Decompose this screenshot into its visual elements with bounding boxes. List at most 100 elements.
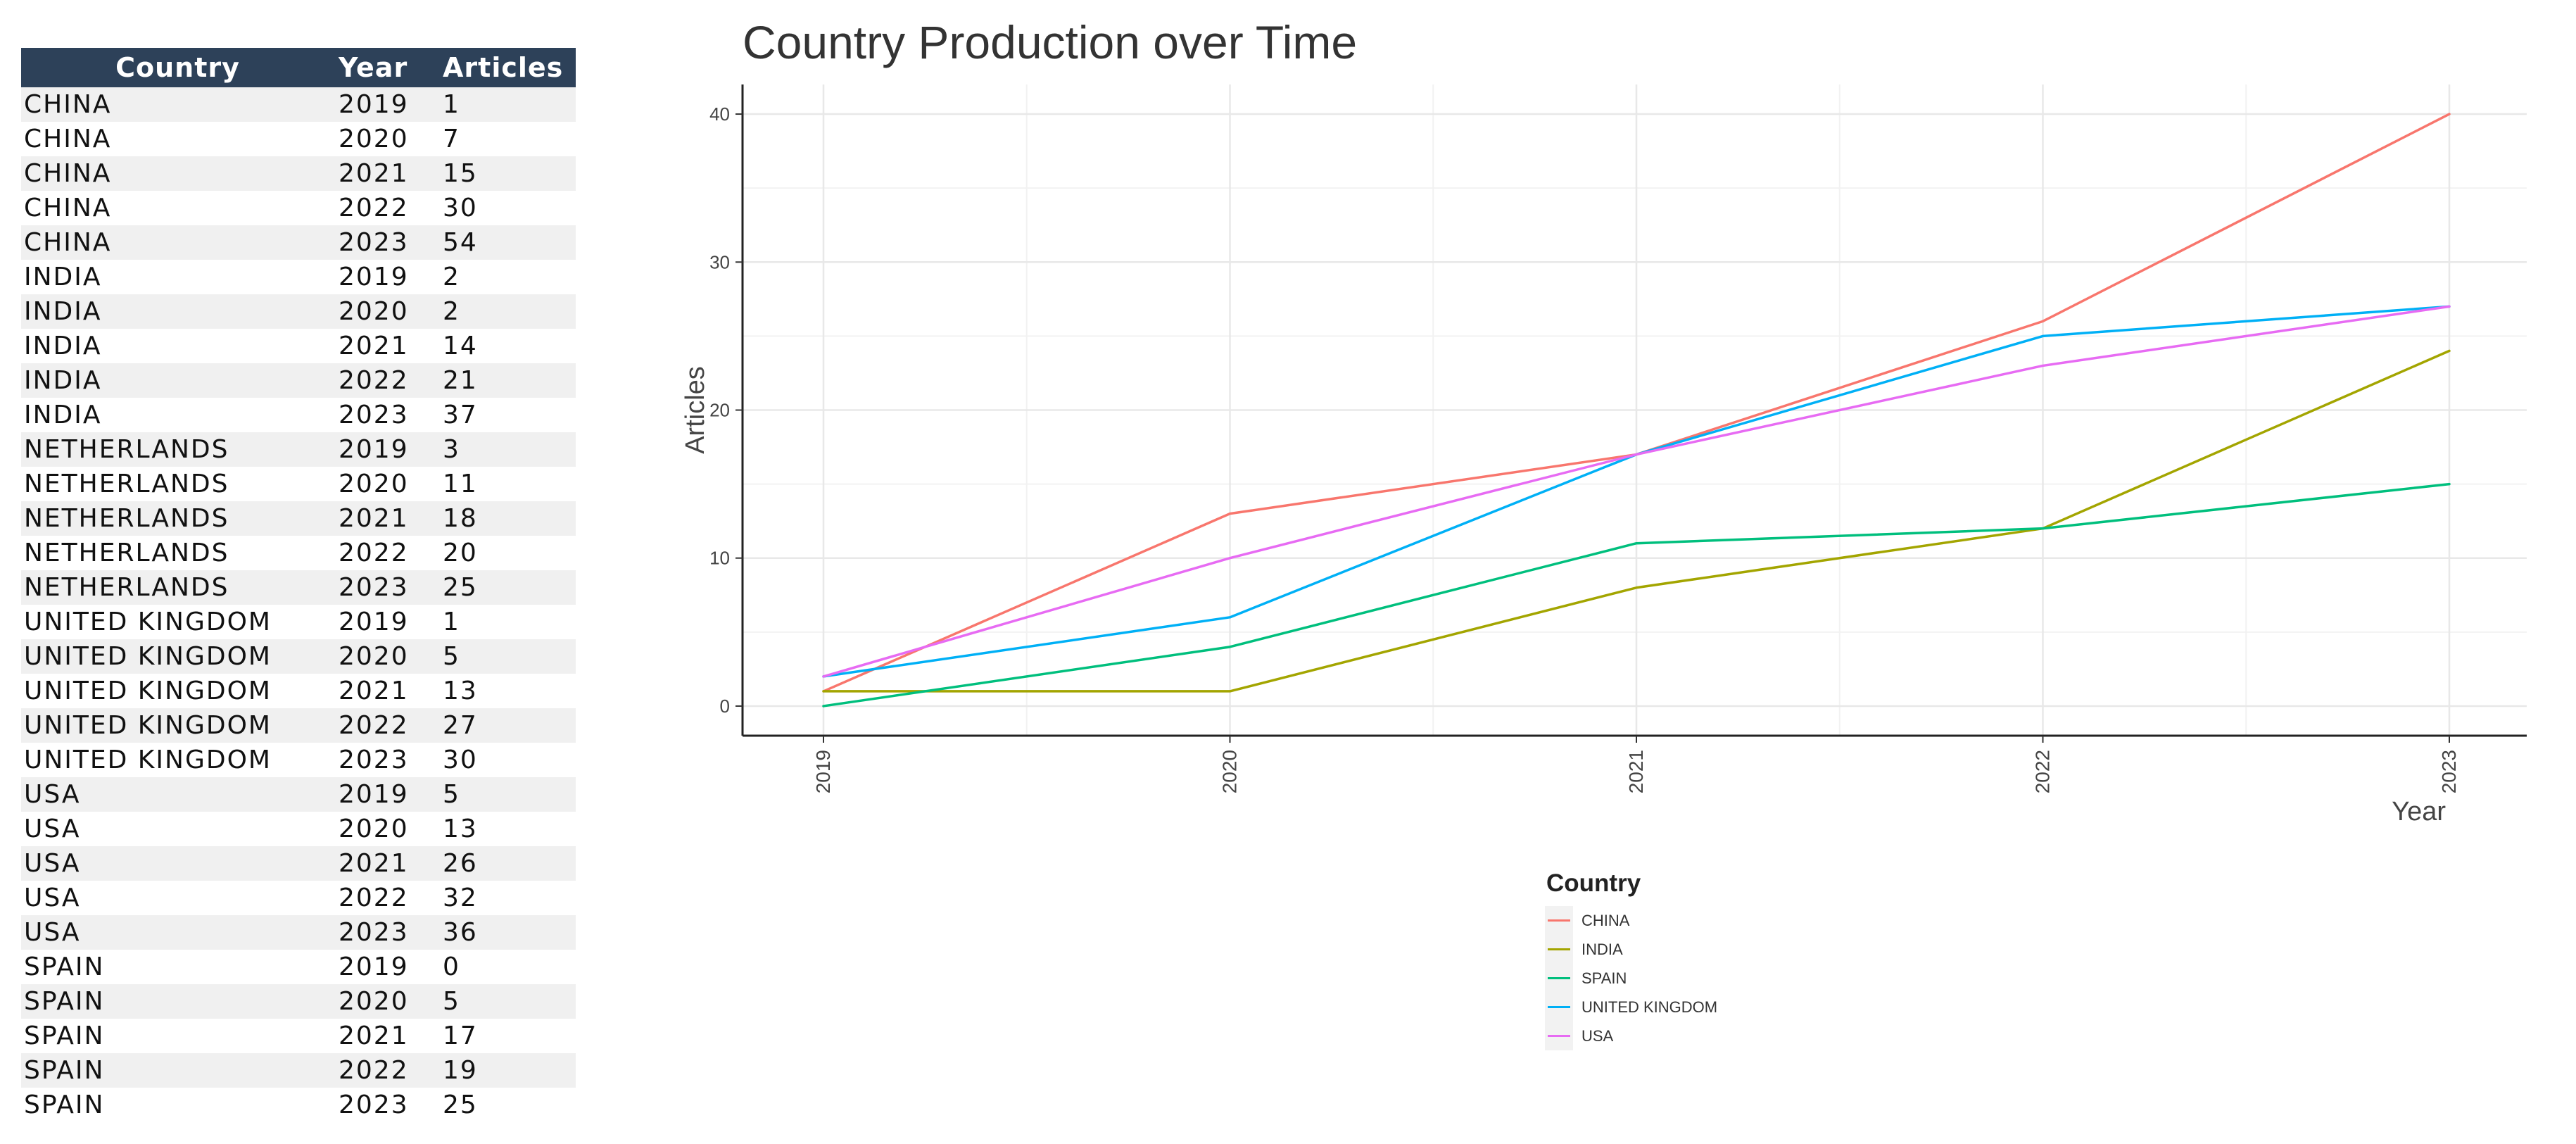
y-tick-label: 20 — [709, 400, 730, 421]
table-row: USA 2023 36 — [21, 915, 576, 950]
y-tick-label: 40 — [709, 103, 730, 125]
cell-year: 2019 — [334, 950, 438, 984]
cell-country: USA — [21, 812, 334, 846]
cell-year: 2019 — [334, 432, 438, 467]
series-line-usa — [822, 305, 2451, 678]
cell-country: SPAIN — [21, 1019, 334, 1053]
x-tick-label: 2023 — [2438, 750, 2460, 793]
cell-year: 2023 — [334, 398, 438, 432]
table-row: INDIA 2022 21 — [21, 363, 576, 398]
legend-item: INDIA — [1545, 935, 1717, 964]
column-header-country: Country — [21, 48, 334, 87]
cell-year: 2023 — [334, 225, 438, 260]
cell-articles: 2 — [438, 260, 576, 294]
legend-key — [1545, 906, 1573, 935]
y-tick-label: 10 — [709, 548, 730, 569]
cell-articles: 25 — [438, 570, 576, 605]
cell-year: 2022 — [334, 363, 438, 398]
legend-line-swatch — [1548, 948, 1570, 950]
cell-articles: 18 — [438, 501, 576, 536]
cell-country: CHINA — [21, 122, 334, 156]
cell-articles: 11 — [438, 467, 576, 501]
table-row: CHINA 2020 7 — [21, 122, 576, 156]
cell-year: 2020 — [334, 122, 438, 156]
cell-year: 2020 — [334, 467, 438, 501]
table-row: CHINA 2022 30 — [21, 191, 576, 225]
x-tick-label: 2019 — [812, 750, 834, 793]
legend-key — [1545, 935, 1573, 964]
cell-year: 2023 — [334, 743, 438, 777]
cell-country: UNITED KINGDOM — [21, 605, 334, 639]
cell-articles: 14 — [438, 329, 576, 363]
cell-country: INDIA — [21, 260, 334, 294]
cell-articles: 0 — [438, 950, 576, 984]
legend-item: SPAIN — [1545, 964, 1717, 993]
legend-label: CHINA — [1581, 911, 1630, 929]
series-line-spain — [822, 482, 2451, 708]
cell-year: 2021 — [334, 1019, 438, 1053]
table-row: SPAIN 2020 5 — [21, 984, 576, 1019]
legend-line-swatch — [1548, 1006, 1570, 1008]
cell-year: 2019 — [334, 87, 438, 122]
table-body: CHINA 2019 1 CHINA 2020 7 CHINA 2021 15 CHINA 2022… — [21, 87, 576, 1122]
column-header-year: Year — [334, 48, 438, 87]
x-tick-label: 2021 — [1625, 750, 1647, 793]
table-row: SPAIN 2022 19 — [21, 1053, 576, 1088]
cell-year: 2022 — [334, 191, 438, 225]
cell-country: UNITED KINGDOM — [21, 639, 334, 674]
cell-year: 2023 — [334, 570, 438, 605]
cell-year: 2021 — [334, 329, 438, 363]
legend-line-swatch — [1548, 1035, 1570, 1037]
table-row: SPAIN 2019 0 — [21, 950, 576, 984]
table-row: USA 2019 5 — [21, 777, 576, 812]
table-row: UNITED KINGDOM 2021 13 — [21, 674, 576, 708]
legend-item: CHINA — [1545, 906, 1717, 935]
table-row: UNITED KINGDOM 2019 1 — [21, 605, 576, 639]
cell-country: CHINA — [21, 191, 334, 225]
table-row: UNITED KINGDOM 2020 5 — [21, 639, 576, 674]
table-row: NETHERLANDS 2019 3 — [21, 432, 576, 467]
y-tick-label: 0 — [720, 696, 730, 717]
table-row: CHINA 2023 54 — [21, 225, 576, 260]
data-table: Country Year Articles CHINA 2019 1 CHINA 202… — [21, 48, 576, 1122]
cell-articles: 27 — [438, 708, 576, 743]
cell-country: NETHERLANDS — [21, 467, 334, 501]
legend-key — [1545, 1022, 1573, 1050]
cell-articles: 5 — [438, 777, 576, 812]
legend-label: UNITED KINGDOM — [1581, 998, 1718, 1016]
cell-articles: 17 — [438, 1019, 576, 1053]
x-tick-label: 2020 — [1219, 750, 1241, 793]
table-row: CHINA 2019 1 — [21, 87, 576, 122]
cell-country: USA — [21, 881, 334, 915]
table-row: UNITED KINGDOM 2022 27 — [21, 708, 576, 743]
table-row: NETHERLANDS 2023 25 — [21, 570, 576, 605]
cell-articles: 13 — [438, 674, 576, 708]
cell-year: 2020 — [334, 984, 438, 1019]
legend-key — [1545, 964, 1573, 993]
cell-year: 2022 — [334, 536, 438, 570]
cell-articles: 5 — [438, 984, 576, 1019]
x-tick-label: 2022 — [2032, 750, 2054, 793]
cell-articles: 7 — [438, 122, 576, 156]
y-tick-label: 30 — [709, 251, 730, 272]
table-row: USA 2020 13 — [21, 812, 576, 846]
cell-articles: 25 — [438, 1088, 576, 1122]
cell-country: CHINA — [21, 87, 334, 122]
table-row: CHINA 2021 15 — [21, 156, 576, 191]
cell-articles: 3 — [438, 432, 576, 467]
legend-item: USA — [1545, 1022, 1717, 1050]
cell-country: SPAIN — [21, 984, 334, 1019]
table-row: USA 2022 32 — [21, 881, 576, 915]
cell-year: 2021 — [334, 674, 438, 708]
cell-country: INDIA — [21, 363, 334, 398]
y-axis-title: Articles — [681, 366, 710, 454]
table-row: INDIA 2021 14 — [21, 329, 576, 363]
cell-country: SPAIN — [21, 1088, 334, 1122]
cell-country: NETHERLANDS — [21, 570, 334, 605]
cell-year: 2020 — [334, 812, 438, 846]
cell-country: UNITED KINGDOM — [21, 743, 334, 777]
table-header-row: Country Year Articles — [21, 48, 576, 87]
table-row: UNITED KINGDOM 2023 30 — [21, 743, 576, 777]
table-row: INDIA 2020 2 — [21, 294, 576, 329]
